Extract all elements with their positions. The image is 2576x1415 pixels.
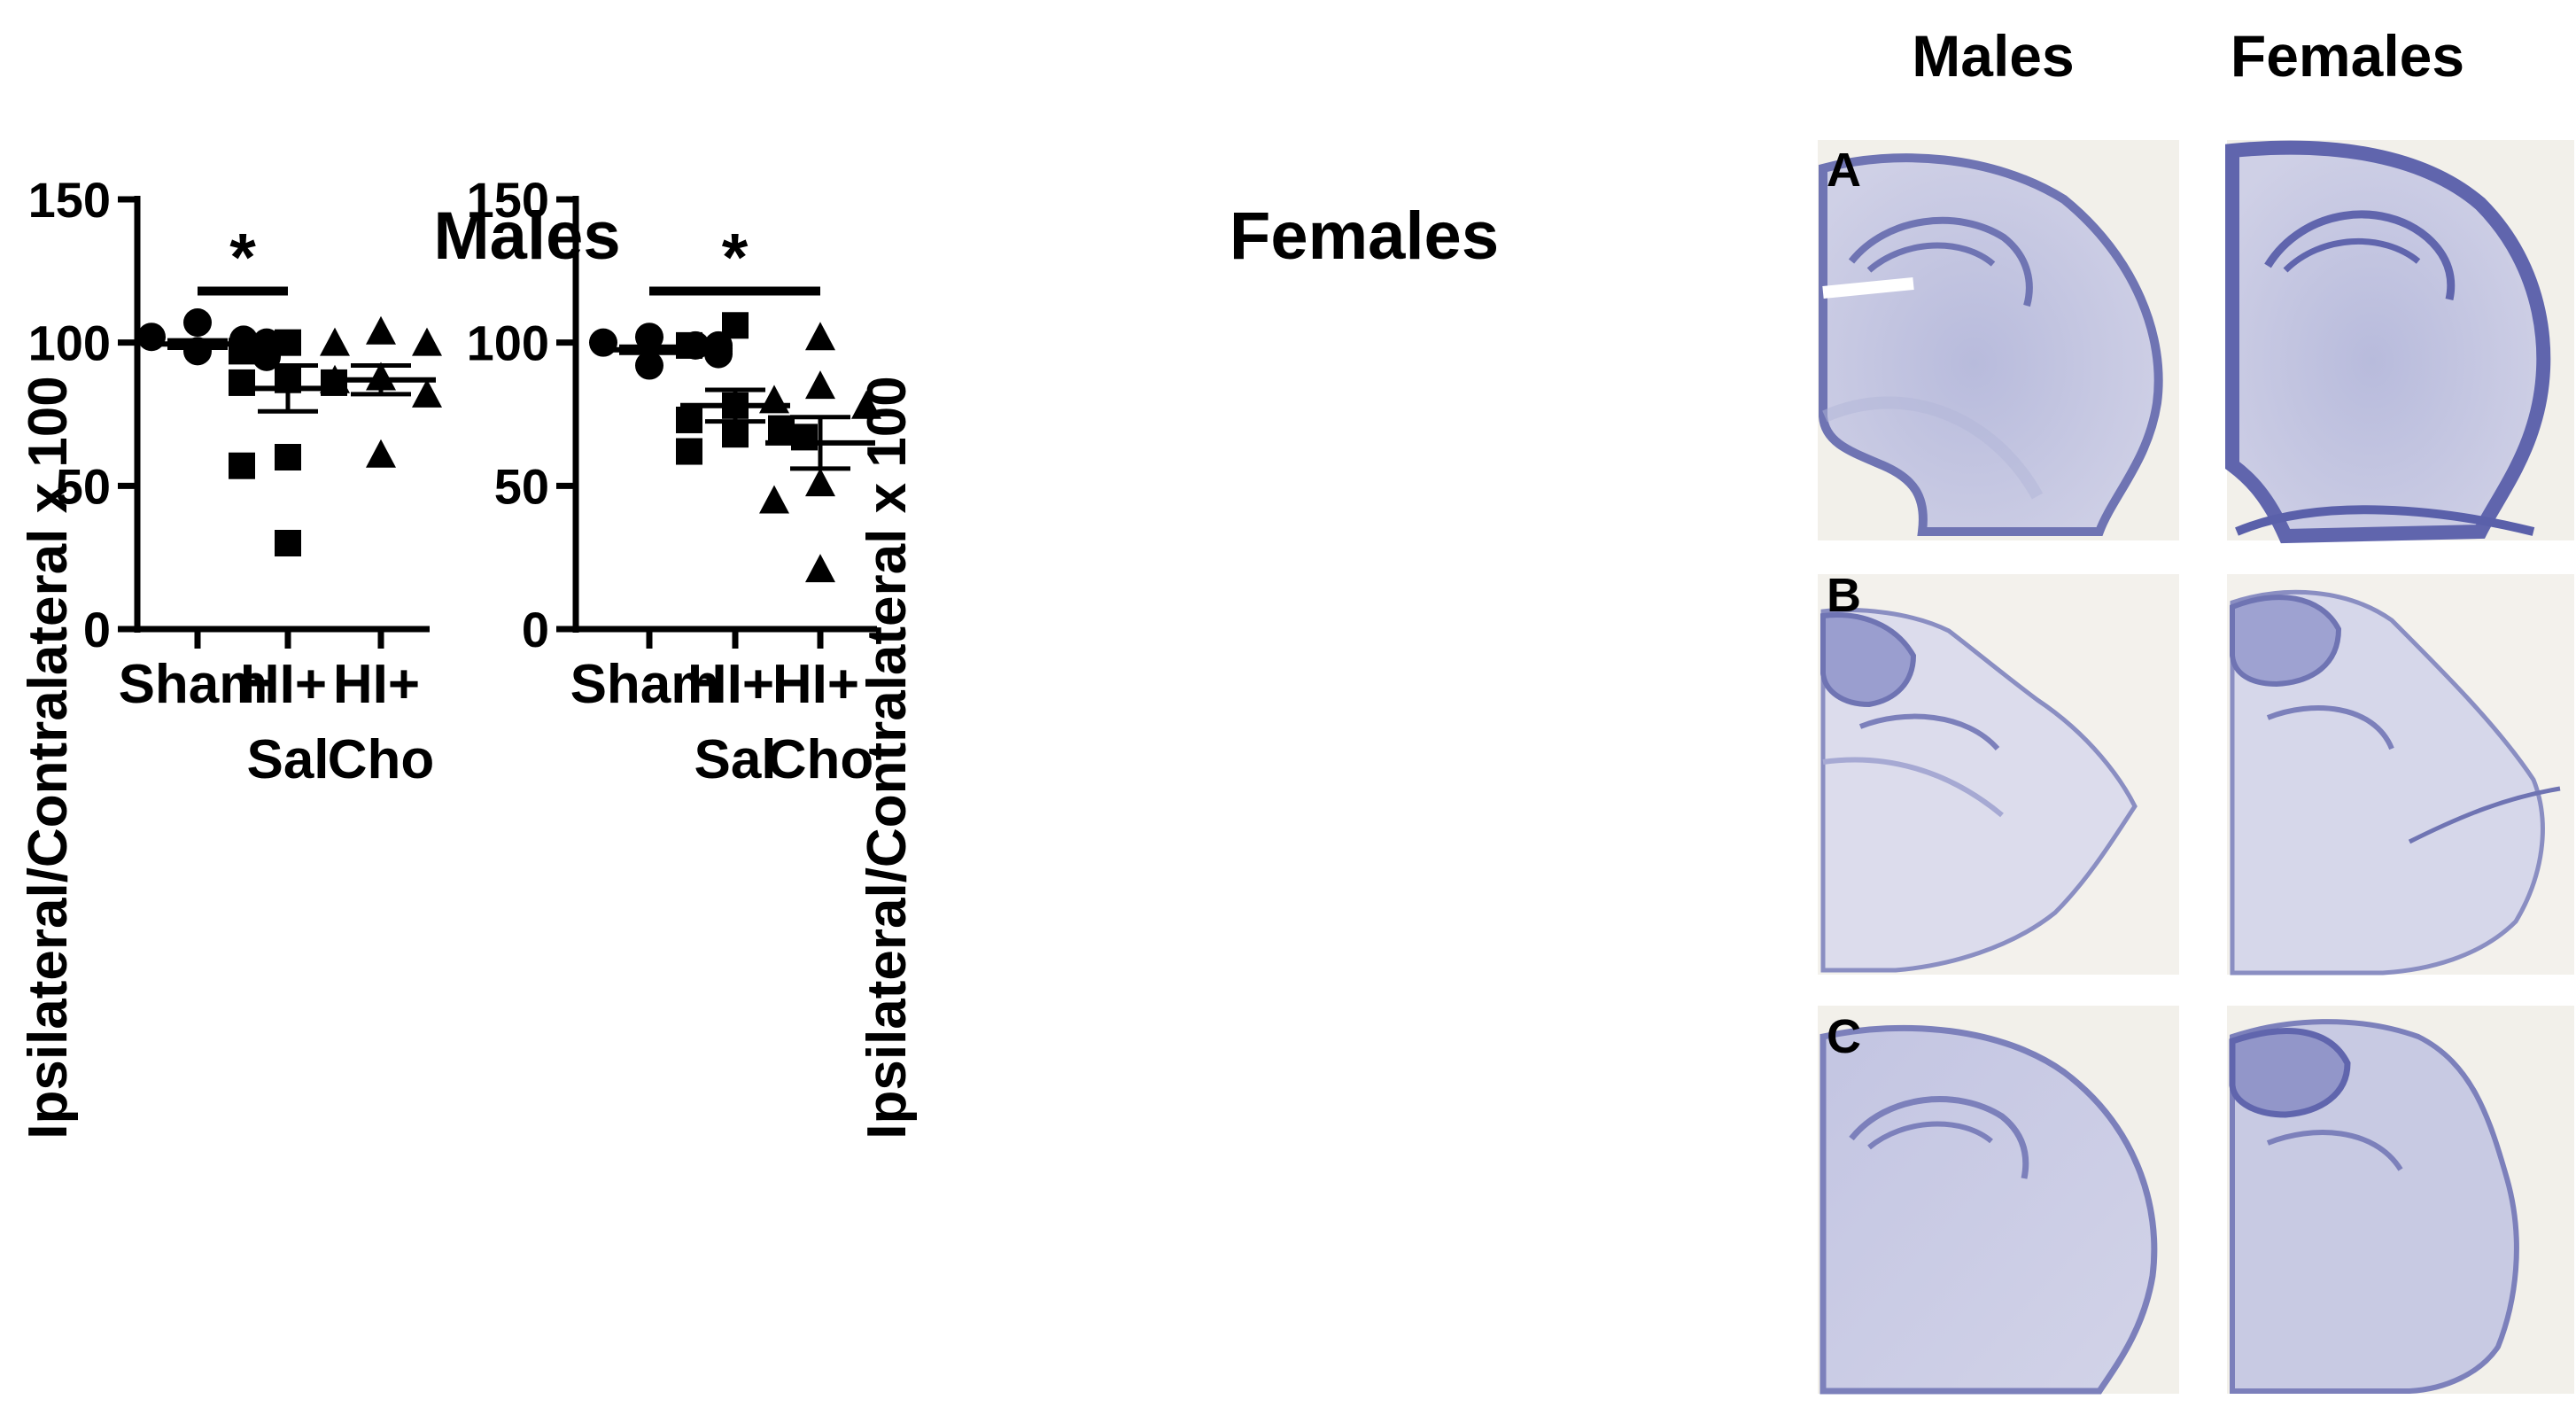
y-axis-label: Ipsilateral/Contralateral x 100 [857, 376, 918, 1139]
x-tick-label: HI+ [333, 654, 420, 715]
column-header-females: Females [2231, 23, 2464, 89]
data-point-triangle [805, 468, 835, 497]
data-point-triangle [412, 327, 442, 356]
section-image-a-female [2225, 140, 2574, 544]
data-point-square [722, 421, 749, 448]
data-point-square [768, 415, 795, 442]
x-tick-label: HI+ [772, 654, 859, 715]
y-tick-label: 50 [494, 458, 549, 514]
data-point-square [275, 444, 301, 470]
x-tick-label-line2: Sal [246, 729, 329, 790]
section-image-c-female [2227, 1006, 2574, 1394]
x-tick-label: Sham [570, 654, 720, 715]
data-point-square [722, 312, 749, 339]
panel-label-a: A [1827, 144, 1861, 197]
data-point-square [275, 530, 301, 556]
mean-sem-bars [143, 338, 436, 414]
y-tick-label: 0 [83, 602, 111, 657]
data-point-triangle [366, 439, 396, 468]
panel-label-c: C [1827, 1010, 1861, 1063]
data-point-circle [635, 351, 663, 380]
data-point-square [791, 424, 818, 451]
data-point-triangle [851, 390, 881, 419]
panel-label-b: B [1827, 569, 1861, 622]
data-point-square [676, 331, 702, 359]
data-point-circle [183, 308, 212, 338]
mean-sem-bars [594, 344, 875, 471]
chart-title: Males [433, 198, 620, 274]
data-point-circle [137, 323, 166, 352]
males-chart: Males Ipsilateral/Contralateral x 100 0 5… [18, 172, 621, 1139]
x-tick-label-line2: Sal [694, 729, 776, 790]
y-tick-label: 0 [522, 602, 549, 657]
data-point-square [676, 406, 702, 433]
females-chart: Females Ipsilateral/Contralateral x 100 … [467, 172, 1500, 1139]
y-tick-label: 150 [28, 172, 111, 228]
data-point-circle [589, 328, 617, 357]
data-point-square [676, 438, 702, 465]
y-axis: 0 50 100 150 [467, 172, 579, 657]
y-tick-label: 100 [28, 315, 111, 371]
y-axis: 0 50 100 150 [28, 172, 141, 657]
data-point-triangle [366, 315, 396, 345]
y-tick-label: 100 [467, 315, 549, 371]
section-image-b-female [2227, 574, 2574, 976]
chart-title: Females [1230, 198, 1499, 274]
data-points [589, 312, 881, 583]
section-image-b-male [1818, 574, 2179, 975]
y-tick-label: 50 [56, 458, 111, 514]
significance-star: * [229, 220, 256, 295]
column-header-males: Males [1912, 23, 2074, 89]
data-point-circle [635, 323, 663, 352]
x-tick-label-line2: Cho [328, 729, 435, 790]
x-tick-label: HI+ [687, 654, 774, 715]
significance-star: * [722, 220, 749, 295]
section-image-a-male [1818, 140, 2179, 540]
section-image-c-male [1818, 1006, 2179, 1395]
data-point-triangle [320, 327, 350, 356]
data-point-triangle [805, 322, 835, 351]
x-tick-label: HI+ [240, 654, 327, 715]
data-point-triangle [759, 485, 789, 514]
y-tick-label: 150 [467, 172, 549, 228]
data-point-square [229, 369, 255, 396]
histology-panel: Males Females [1818, 23, 2574, 1395]
y-axis-label: Ipsilateral/Contralateral x 100 [18, 376, 79, 1139]
data-point-triangle [412, 378, 442, 408]
data-point-triangle [805, 370, 835, 400]
data-point-square [229, 452, 255, 479]
data-point-triangle [805, 554, 835, 583]
significance-bracket: * [649, 220, 820, 296]
x-tick-label-line2: Cho [767, 729, 874, 790]
significance-bracket: * [198, 220, 288, 296]
data-point-square [275, 329, 301, 356]
data-point-circle [704, 339, 733, 369]
x-tick-label: Sham [119, 654, 268, 715]
